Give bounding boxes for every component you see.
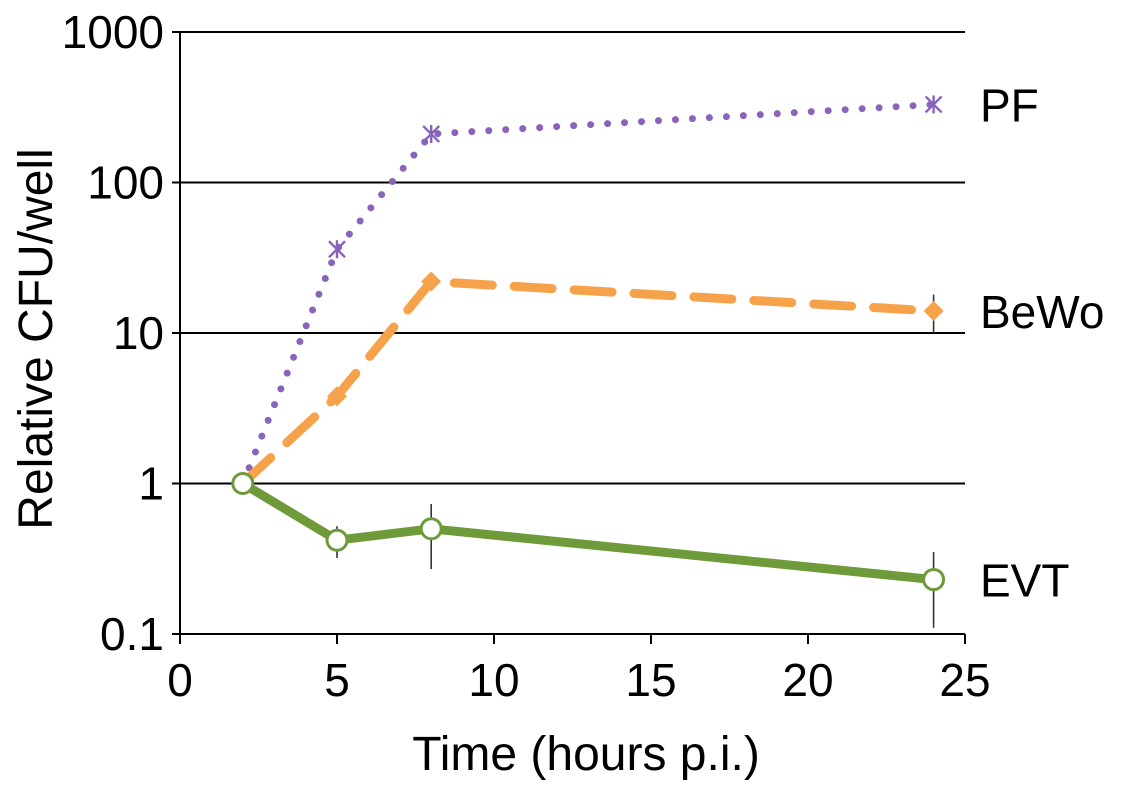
y-tick-label: 1000 (62, 6, 164, 58)
axes (172, 31, 966, 644)
data-point (422, 125, 441, 144)
labels: Time (hours p.i.) Relative CFU/well 0.1 1… (10, 6, 1104, 781)
data-point (328, 240, 346, 259)
series-label: EVT (980, 555, 1069, 607)
series-evt (231, 472, 946, 628)
y-tick-label: 0.1 (100, 608, 164, 660)
y-tick-label: 10 (113, 307, 164, 359)
y-tick-label: 1 (138, 458, 164, 510)
x-tick-label: 15 (625, 654, 676, 706)
x-tick-label: 20 (782, 654, 833, 706)
data-point (325, 528, 349, 552)
data-point (924, 95, 943, 114)
series-label: BeWo (980, 286, 1104, 338)
series-bewo (232, 271, 944, 494)
data-point (421, 271, 442, 292)
x-tick-label: 5 (324, 654, 350, 706)
gridlines (180, 31, 965, 635)
data-point (923, 301, 944, 322)
series-label: PF (980, 79, 1039, 131)
data-point (419, 517, 443, 541)
y-tick-label: 100 (87, 157, 164, 209)
series-line (240, 479, 935, 585)
data-point (922, 568, 946, 592)
data-point (231, 472, 255, 495)
x-tick-label: 10 (468, 654, 519, 706)
y-axis-title: Relative CFU/well (10, 148, 63, 529)
series-line (238, 277, 939, 488)
x-tick-label: 25 (939, 654, 990, 706)
x-tick-label: 0 (167, 654, 193, 706)
data-point (327, 386, 347, 407)
x-axis-title: Time (hours p.i.) (412, 728, 760, 781)
series-group (231, 95, 946, 628)
